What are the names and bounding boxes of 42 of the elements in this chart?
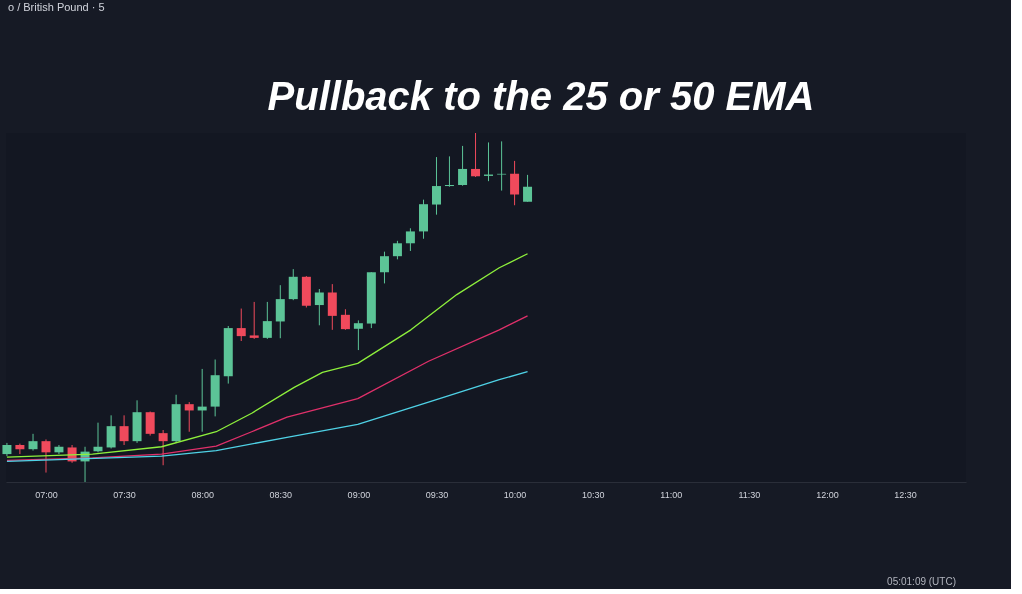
x-tick-label: 11:30 — [738, 489, 761, 500]
candlestick — [379, 251, 389, 284]
candlestick — [353, 319, 363, 351]
x-tick-label: 08:00 — [191, 489, 214, 500]
candlestick — [158, 429, 168, 466]
candlestick — [327, 283, 337, 331]
candlestick — [145, 411, 155, 437]
x-tick-label: 12:00 — [816, 489, 839, 500]
text: 05:01:09 (UTC) — [887, 576, 956, 587]
x-tick-label: 10:00 — [503, 489, 527, 500]
candlestick — [523, 174, 533, 203]
candlestick — [28, 433, 38, 452]
x-tick-label: 10:30 — [581, 489, 605, 500]
chart-subtitle: o / British Pound · 5 — [8, 1, 105, 13]
candlestick — [458, 145, 468, 187]
x-tick-label: 07:30 — [113, 489, 136, 500]
candlestick — [15, 443, 25, 455]
chart-title: Pullback to the 25 or 50 EMA — [267, 74, 815, 118]
candlestick — [262, 301, 272, 340]
candlestick — [41, 438, 51, 474]
candlestick — [288, 268, 298, 301]
candlestick — [497, 140, 507, 192]
x-tick-label: 09:30 — [425, 489, 449, 500]
x-tick-label: 12:30 — [894, 489, 917, 500]
x-tick-label: 11:00 — [660, 489, 683, 500]
candlestick — [471, 132, 481, 178]
candlestick — [405, 227, 415, 252]
candlestick — [275, 284, 285, 339]
candlestick — [444, 155, 454, 188]
candlestick — [249, 301, 259, 340]
candlestick — [340, 308, 350, 331]
candlestick — [510, 160, 520, 206]
candlestick — [236, 308, 246, 342]
x-tick-label: 09:00 — [347, 489, 371, 500]
candlestick — [431, 156, 441, 216]
x-tick-label: 07:00 — [35, 489, 58, 500]
candlestick — [392, 240, 402, 260]
candlestick — [314, 288, 324, 326]
candlestick — [184, 401, 194, 433]
x-tick-label: 08:30 — [269, 489, 293, 500]
candlestick — [106, 414, 116, 449]
candlestick — [119, 414, 129, 446]
